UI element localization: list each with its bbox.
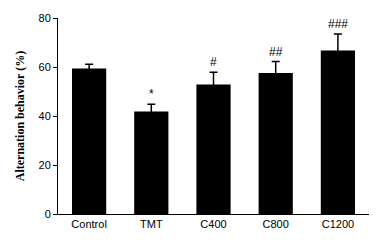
svg-text:40: 40 xyxy=(39,110,51,122)
svg-text:TMT: TMT xyxy=(140,218,163,230)
svg-text:Control: Control xyxy=(71,218,106,230)
svg-text:20: 20 xyxy=(39,159,51,171)
svg-text:###: ### xyxy=(328,17,348,31)
svg-text:60: 60 xyxy=(39,61,51,73)
svg-text:0: 0 xyxy=(45,208,51,220)
svg-text:Alternation behavior (%): Alternation behavior (%) xyxy=(13,51,27,181)
svg-text:C1200: C1200 xyxy=(322,218,354,230)
svg-text:##: ## xyxy=(269,45,283,59)
svg-text:C400: C400 xyxy=(200,218,226,230)
svg-text:#: # xyxy=(210,55,217,69)
svg-text:*: * xyxy=(149,87,154,101)
svg-text:80: 80 xyxy=(39,12,51,24)
svg-text:C800: C800 xyxy=(263,218,289,230)
